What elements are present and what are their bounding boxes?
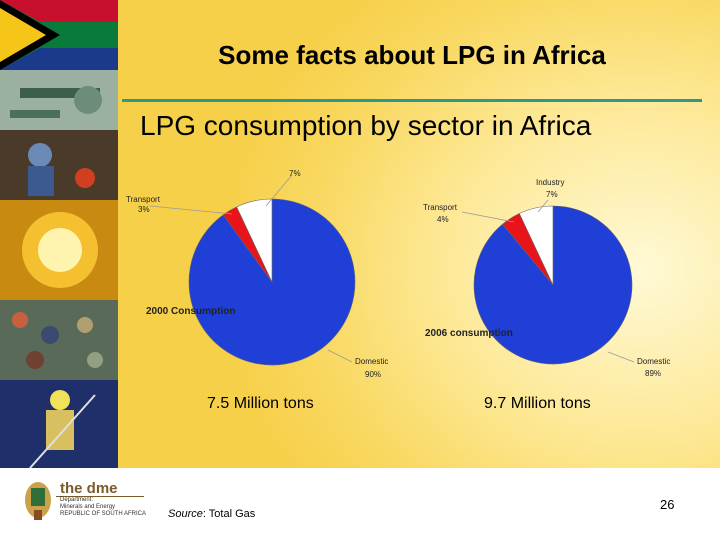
pie-2000-total: 7.5 Million tons (207, 395, 314, 412)
page-number: 26 (660, 497, 675, 512)
pie-2006-transport-label: Transport (423, 203, 458, 212)
pie-2006-industry-label: Industry (536, 178, 564, 187)
flame-photo (0, 200, 118, 300)
pie-2000-title: 2000 Consumption (146, 306, 235, 317)
chart-heading: LPG consumption by sector in Africa (140, 110, 592, 141)
dme-logo (25, 482, 144, 520)
photo-strip (0, 0, 118, 468)
pie-2006-domestic-label: Domestic (637, 357, 670, 366)
pie-2000-transport-label: Transport (126, 195, 161, 204)
pie-chart-2006: Industry 7% Transport 4% 2006 consumptio… (423, 178, 670, 412)
source-label: Source (168, 508, 203, 520)
pie-2000-industry-value: 7% (289, 169, 301, 178)
valve-photo (0, 70, 118, 130)
footer (0, 468, 720, 540)
pie-2006-total: 9.7 Million tons (484, 395, 591, 412)
crowd-photo (0, 300, 118, 380)
coat-of-arms-icon (25, 482, 51, 520)
pie-charts: 7% Transport 3% 2000 Consumption Domesti… (126, 169, 670, 412)
pie-2000-transport-value: 3% (138, 205, 150, 214)
logo-name: the dme (60, 480, 118, 497)
logo-country: REPUBLIC OF SOUTH AFRICA (60, 511, 147, 517)
source-value: : Total Gas (202, 508, 256, 520)
pie-2000-domestic-label: Domestic (355, 357, 388, 366)
source-note: Source: Total Gas (168, 508, 255, 520)
pie-chart-2000: 7% Transport 3% 2000 Consumption Domesti… (126, 169, 388, 412)
logo-ministry: Minerals and Energy (60, 504, 116, 510)
pie-2000-domestic-value: 90% (365, 370, 381, 379)
pie-2006-industry-value: 7% (546, 190, 558, 199)
pie-2006-domestic-value: 89% (645, 369, 661, 378)
logo-department: Department: (60, 497, 94, 503)
title-divider (122, 99, 702, 102)
worker-photo (0, 130, 118, 200)
slide-title: Some facts about LPG in Africa (218, 40, 606, 70)
pie-2006-title: 2006 consumption (425, 328, 513, 339)
pie-2006-slice-industry (518, 205, 554, 286)
miner-photo (0, 380, 118, 468)
pie-2006-transport-value: 4% (437, 215, 449, 224)
flag-photo (0, 0, 118, 70)
